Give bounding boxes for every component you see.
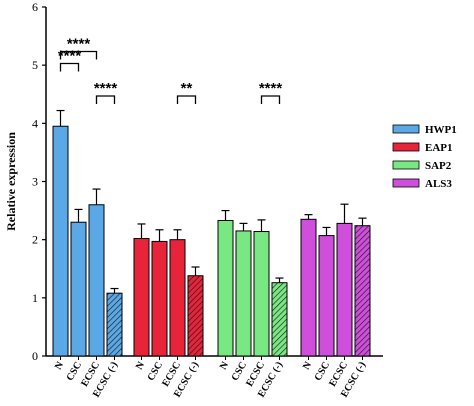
bar (52, 125, 69, 357)
bar (318, 235, 335, 357)
legend-label: ALS3 (425, 178, 452, 190)
y-tick-label: 1 (32, 291, 38, 305)
bar (354, 225, 371, 357)
legend-label: SAP2 (425, 160, 452, 172)
bar (151, 240, 168, 357)
bar (106, 292, 123, 357)
bar (133, 238, 150, 357)
bar (70, 221, 87, 357)
significance-bracket (95, 95, 116, 104)
significance-bracket (176, 95, 197, 104)
y-tick-label: 5 (32, 58, 38, 72)
y-axis-title: Relative expression (4, 132, 18, 231)
bar (253, 231, 270, 357)
legend-swatch (392, 178, 420, 188)
bar (217, 219, 234, 357)
legend-label: HWP1 (425, 124, 457, 136)
significance-bracket (59, 50, 98, 60)
y-tick-label: 4 (32, 116, 38, 130)
legend-swatch (392, 160, 420, 170)
bar (271, 282, 288, 357)
y-tick-label: 2 (32, 233, 38, 247)
bar (187, 275, 204, 357)
bar (88, 204, 105, 357)
x-tick-label: N (301, 359, 315, 371)
significance-label: **** (94, 80, 118, 97)
x-tick-label: N (134, 359, 148, 371)
bar (336, 222, 353, 357)
x-tick-label: N (218, 359, 232, 371)
significance-bracket (59, 62, 80, 72)
legend-swatch (392, 142, 420, 152)
bar (300, 218, 317, 357)
significance-label: **** (259, 80, 283, 97)
legend-label: EAP1 (425, 142, 453, 154)
bar (235, 230, 252, 357)
x-tick-label: N (53, 359, 67, 371)
y-tick-label: 3 (32, 175, 38, 189)
y-tick-label: 0 (32, 349, 38, 363)
significance-bracket (260, 95, 281, 104)
bar (169, 239, 186, 357)
y-tick-label: 6 (32, 0, 38, 14)
legend-swatch (392, 124, 420, 134)
significance-label: **** (67, 36, 91, 53)
significance-label: ** (181, 80, 193, 97)
